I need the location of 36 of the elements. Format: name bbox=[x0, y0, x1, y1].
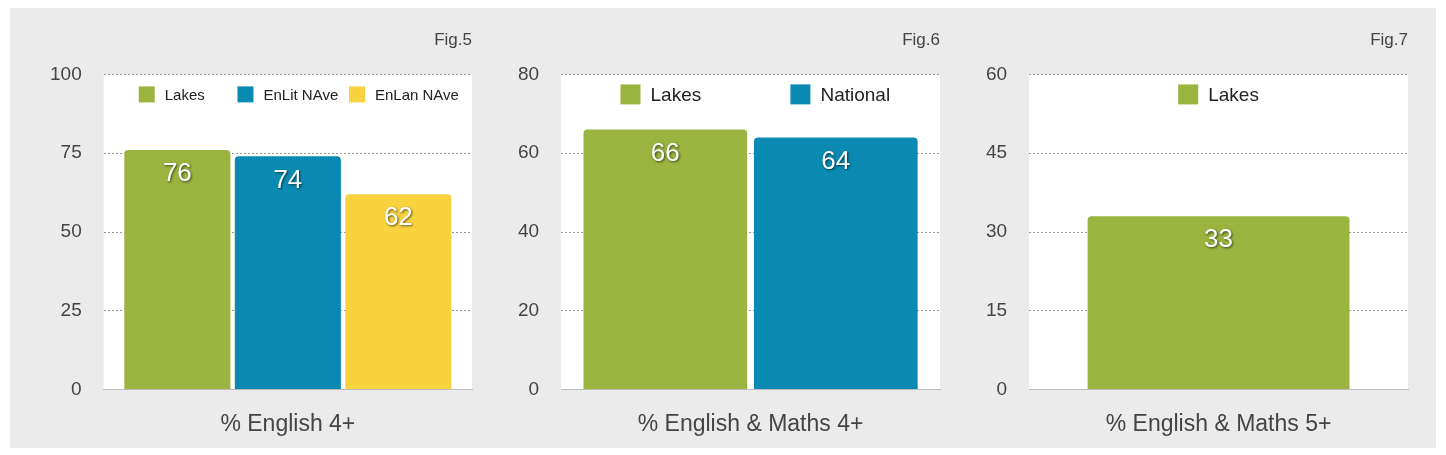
y-tick-label: 100 bbox=[50, 62, 82, 84]
y-tick-label: 40 bbox=[517, 220, 540, 242]
y-tick-label: 25 bbox=[60, 299, 82, 321]
chart-title: Fig.7 bbox=[1370, 29, 1408, 49]
data-label: 66 bbox=[650, 136, 680, 167]
data-label: 62 bbox=[383, 201, 413, 232]
legend-label: EnLan NAve bbox=[374, 85, 459, 103]
y-tick-label: 60 bbox=[517, 141, 540, 163]
y-tick-label: 0 bbox=[528, 377, 540, 399]
y-tick-label: 75 bbox=[60, 141, 82, 163]
legend-label: Lakes bbox=[1208, 83, 1259, 105]
y-tick-label: 0 bbox=[996, 377, 1008, 399]
data-label: 64 bbox=[821, 144, 851, 175]
y-tick-label: 60 bbox=[985, 62, 1008, 84]
y-tick-label: 30 bbox=[985, 220, 1008, 242]
legend-label: National bbox=[820, 83, 891, 105]
x-axis-title: % English 4+ bbox=[220, 409, 356, 436]
y-tick-label: 80 bbox=[517, 62, 540, 84]
y-tick-label: 20 bbox=[517, 299, 540, 321]
legend-label: Lakes bbox=[164, 85, 205, 103]
data-label: 76 bbox=[162, 157, 192, 188]
bar bbox=[124, 150, 231, 390]
chart-title: Fig.5 bbox=[434, 29, 472, 49]
y-tick-label: 45 bbox=[985, 141, 1008, 163]
bar bbox=[345, 194, 452, 390]
x-axis-title: % English & Maths 5+ bbox=[1105, 409, 1332, 436]
data-label: 74 bbox=[273, 163, 303, 194]
data-label: 33 bbox=[1204, 223, 1234, 254]
legend-label: Lakes bbox=[650, 83, 702, 105]
legend-label: EnLit NAve bbox=[263, 85, 339, 103]
x-axis-title: % English & Maths 4+ bbox=[637, 409, 864, 436]
bar bbox=[234, 156, 341, 390]
y-tick-label: 50 bbox=[60, 220, 82, 242]
chart-title: Fig.6 bbox=[902, 29, 940, 49]
y-tick-label: 0 bbox=[71, 377, 82, 399]
y-tick-label: 15 bbox=[985, 299, 1008, 321]
